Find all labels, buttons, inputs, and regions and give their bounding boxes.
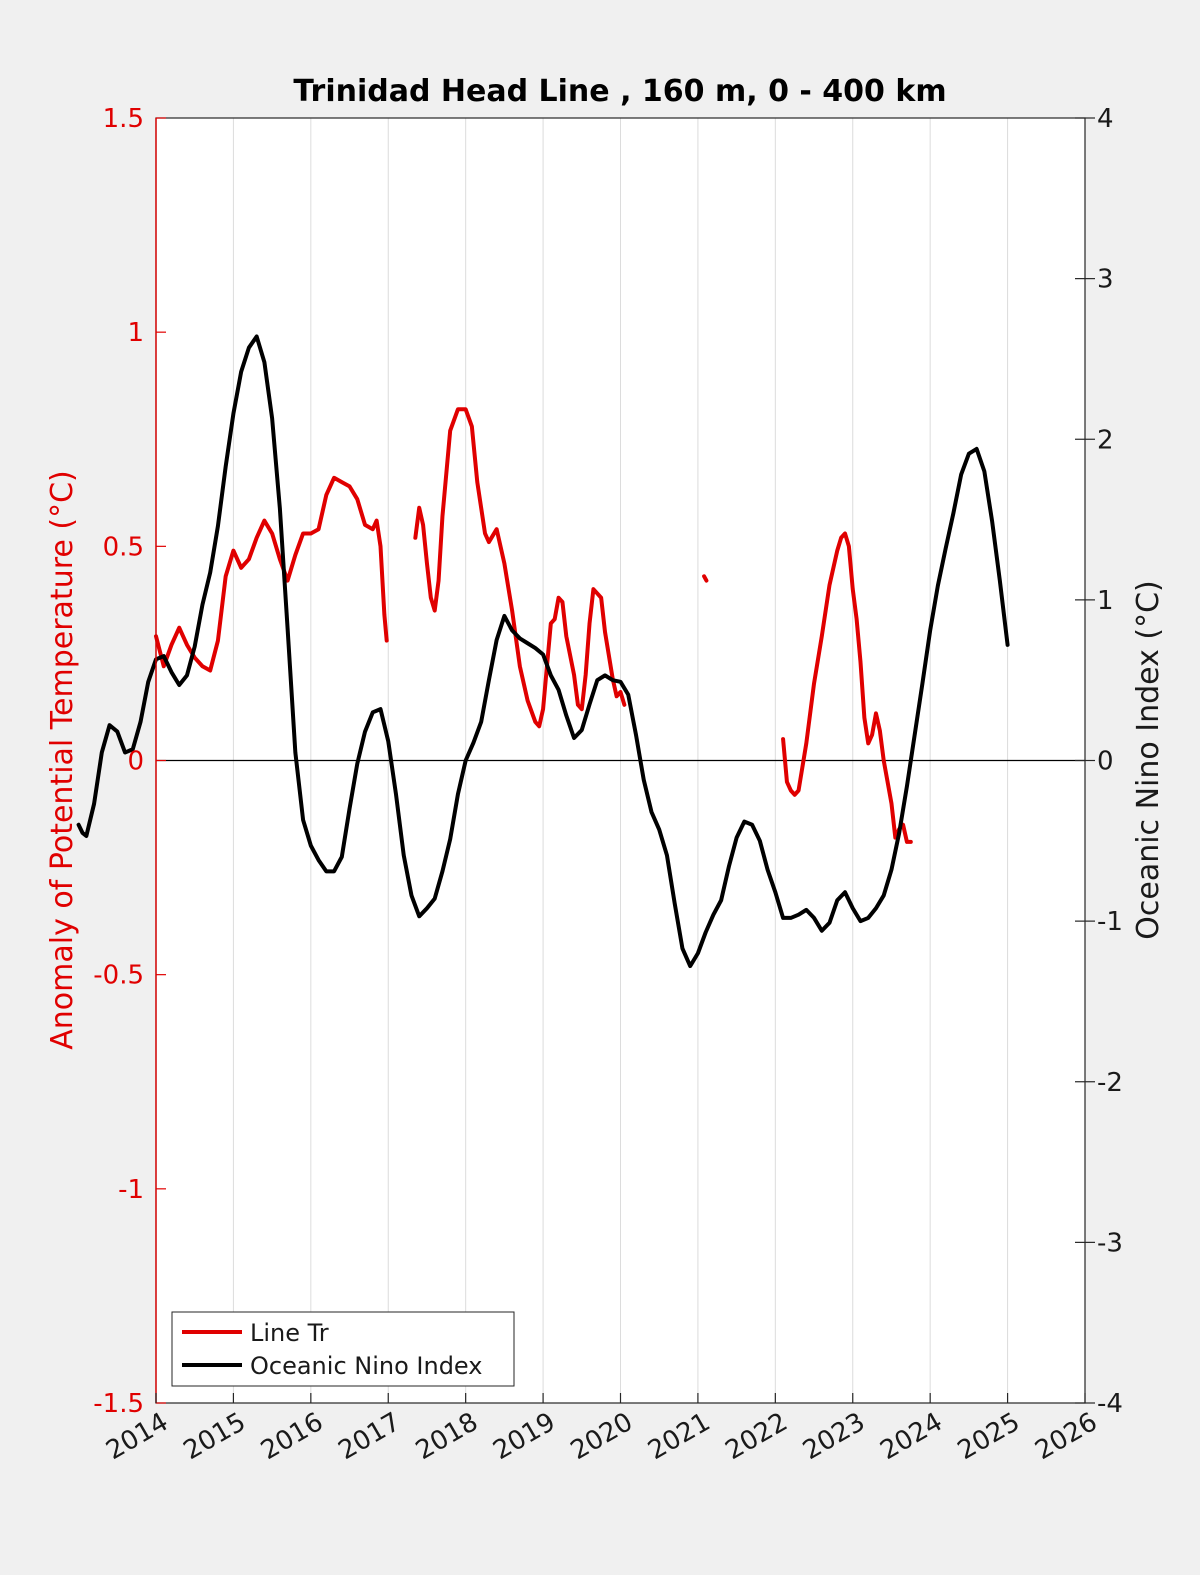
series-line-segment: [413, 407, 627, 729]
x-tick-label: 2015: [179, 1407, 251, 1466]
legend-label-line-tr: Line Tr: [250, 1319, 329, 1347]
x-tick-label: 2022: [721, 1407, 793, 1466]
x-tick-label: 2023: [798, 1407, 870, 1466]
y-left-tick-label: 1: [127, 318, 144, 348]
right-axis: -4 -3 -2 -1 0 1 2 3 4: [1075, 104, 1123, 1419]
x-tick-label: 2016: [256, 1407, 328, 1466]
series-line-segment: [781, 531, 913, 844]
y-right-tick-label: -4: [1097, 1389, 1123, 1419]
x-tick-label: 2019: [488, 1407, 560, 1466]
x-axis: 2014 2015 2016 2017 2018 2019 2020 2021 2022 2023…: [101, 1393, 1103, 1466]
legend-label-oni: Oceanic Nino Index: [250, 1352, 482, 1380]
x-tick-label: 2025: [953, 1407, 1025, 1466]
y-right-tick-label: 0: [1097, 747, 1114, 777]
y-left-tick-label: 1.5: [103, 104, 144, 134]
y-left-tick-label: 0.5: [103, 532, 144, 562]
x-tick-label: 2017: [333, 1407, 405, 1466]
y-right-tick-label: 4: [1097, 104, 1114, 134]
series-line-segment: [702, 574, 709, 583]
series-line-tr: [154, 407, 913, 844]
x-tick-label: 2020: [566, 1407, 638, 1466]
series-layer: [76, 334, 1010, 969]
left-axis: -1.5 -1 -0.5 0 0.5 1 1.5: [93, 104, 166, 1419]
series-oceanic-nino-index: [76, 334, 1010, 969]
y-left-tick-label: -1.5: [93, 1389, 144, 1419]
x-tick-label: 2021: [643, 1407, 715, 1466]
x-tick-label: 2026: [1030, 1407, 1102, 1466]
y-axis-right-label: Oceanic Nino Index (°C): [1131, 580, 1166, 940]
y-right-tick-label: 2: [1097, 425, 1114, 455]
y-axis-left-label: Anomaly of Potential Temperature (°C): [45, 470, 80, 1049]
y-left-tick-label: -1: [118, 1175, 144, 1205]
y-left-tick-label: 0: [127, 747, 144, 777]
x-tick-label: 2024: [875, 1407, 947, 1466]
y-right-tick-label: -2: [1097, 1068, 1123, 1098]
y-right-tick-label: -3: [1097, 1228, 1123, 1258]
legend: Line Tr Oceanic Nino Index: [171, 1311, 515, 1387]
chart-title: Trinidad Head Line , 160 m, 0 - 400 km: [293, 74, 946, 109]
y-right-tick-label: 1: [1097, 586, 1114, 616]
x-tick-label: 2018: [411, 1407, 483, 1466]
legend-box: [171, 1311, 515, 1387]
series-line-segment: [154, 475, 389, 673]
y-right-tick-label: 3: [1097, 265, 1114, 295]
series-line-segment: [76, 334, 1010, 969]
y-right-tick-label: -1: [1097, 907, 1123, 937]
y-left-tick-label: -0.5: [93, 961, 144, 991]
